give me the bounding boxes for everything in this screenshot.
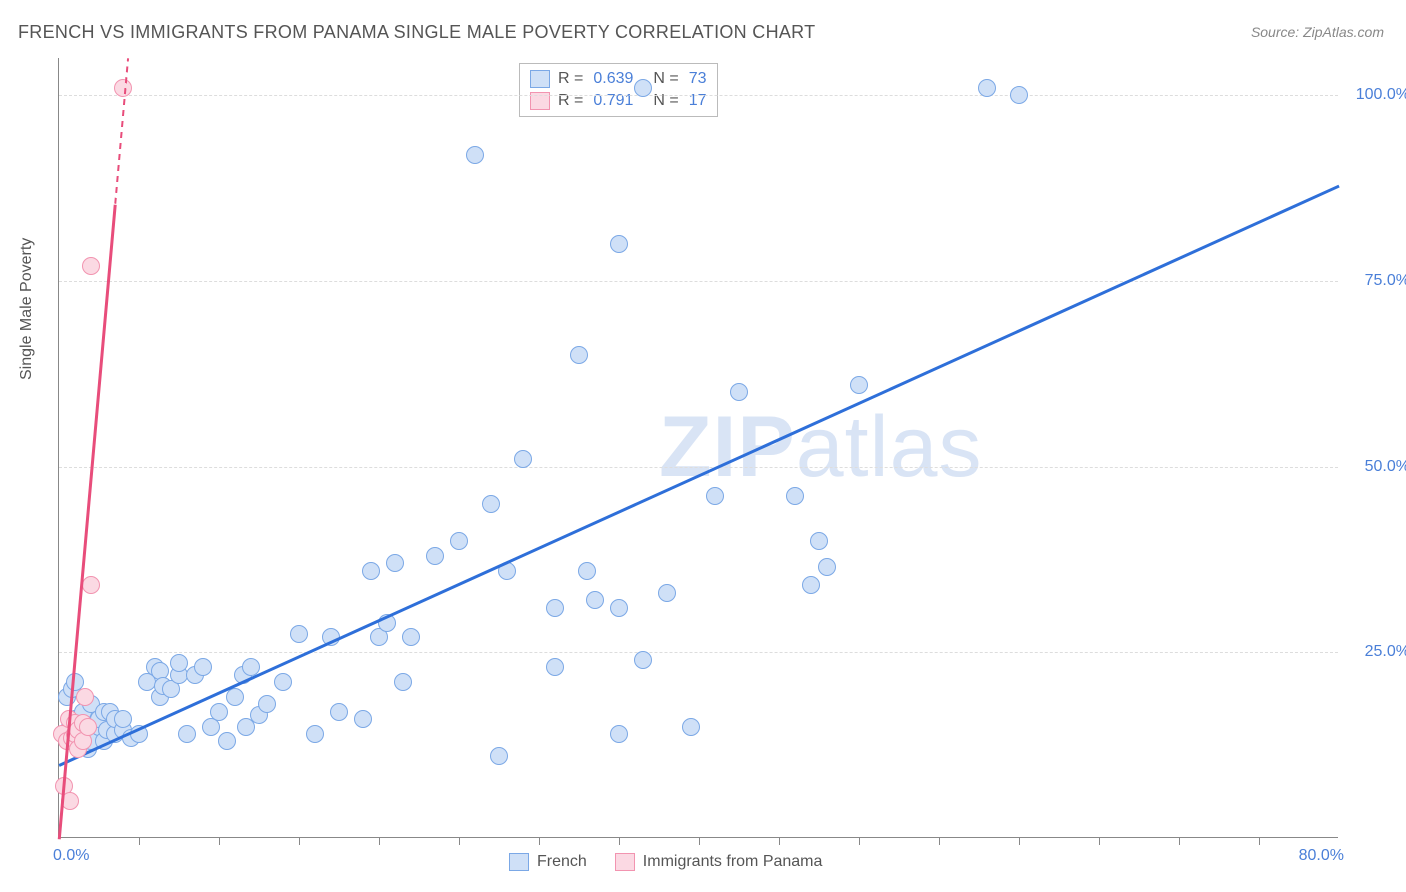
chart-container: FRENCH VS IMMIGRANTS FROM PANAMA SINGLE … [0,0,1406,892]
scatter-point [170,654,188,672]
legend-item-label: Immigrants from Panama [643,853,823,871]
trend-line [58,184,1339,766]
gridline [59,652,1338,653]
scatter-point [354,710,372,728]
watermark: ZIPatlas [659,398,982,497]
watermark-light: atlas [796,399,983,495]
scatter-point [226,688,244,706]
scatter-point [330,703,348,721]
scatter-point [634,651,652,669]
x-tick [619,837,620,845]
x-tick [1019,837,1020,845]
scatter-point [114,710,132,728]
legend-row: R =0.791N =17 [530,90,707,112]
scatter-point [82,257,100,275]
scatter-point [578,562,596,580]
legend-r-value: 0.639 [593,70,633,88]
scatter-point [810,532,828,550]
x-tick [539,837,540,845]
scatter-point [730,383,748,401]
chart-title: FRENCH VS IMMIGRANTS FROM PANAMA SINGLE … [18,22,815,43]
scatter-point [818,558,836,576]
x-tick [699,837,700,845]
scatter-point [210,703,228,721]
legend-item: French [509,853,587,871]
legend-item-label: French [537,853,587,871]
x-tick [859,837,860,845]
scatter-point [386,554,404,572]
x-tick [379,837,380,845]
plot-area: ZIPatlas R =0.639N =73R =0.791N =17 Fren… [58,58,1338,838]
scatter-point [610,599,628,617]
legend-correlation: R = 0.639 N = 73 R =0.791N =17 [519,63,718,117]
gridline [59,95,1338,96]
scatter-point [546,599,564,617]
scatter-point [610,235,628,253]
gridline [59,281,1338,282]
y-tick-label: 100.0% [1356,86,1406,104]
legend-n-label: N = [653,70,678,88]
scatter-point [658,584,676,602]
scatter-point [570,346,588,364]
scatter-point [394,673,412,691]
gridline [59,467,1338,468]
legend-swatch [615,853,635,871]
scatter-point [706,487,724,505]
legend-swatch [509,853,529,871]
scatter-point [178,725,196,743]
legend-series: French Immigrants from Panama [509,853,822,871]
scatter-point [218,732,236,750]
scatter-point [258,695,276,713]
source-attribution: Source: ZipAtlas.com [1251,24,1384,40]
y-tick-label: 25.0% [1365,643,1406,661]
y-tick-label: 50.0% [1365,458,1406,476]
x-tick [779,837,780,845]
x-tick [1179,837,1180,845]
scatter-point [546,658,564,676]
scatter-point [482,495,500,513]
scatter-point [978,79,996,97]
scatter-point [79,718,97,736]
scatter-point [682,718,700,736]
x-tick-end: 80.0% [1299,847,1344,865]
scatter-point [850,376,868,394]
legend-swatch [530,70,550,88]
x-tick [139,837,140,845]
legend-item: Immigrants from Panama [615,853,823,871]
scatter-point [450,532,468,550]
scatter-point [194,658,212,676]
scatter-point [466,146,484,164]
scatter-point [306,725,324,743]
x-tick [299,837,300,845]
x-tick [1099,837,1100,845]
scatter-point [610,725,628,743]
watermark-bold: ZIP [659,399,796,495]
scatter-point [634,79,652,97]
scatter-point [290,625,308,643]
legend-n-value: 73 [689,70,707,88]
scatter-point [362,562,380,580]
scatter-point [426,547,444,565]
scatter-point [786,487,804,505]
y-axis-label: Single Male Poverty [18,238,36,380]
y-tick-label: 75.0% [1365,272,1406,290]
scatter-point [514,450,532,468]
x-tick [1259,837,1260,845]
legend-r-label: R = [558,70,583,88]
x-tick-origin: 0.0% [53,847,89,865]
scatter-point [402,628,420,646]
scatter-point [1010,86,1028,104]
legend-row: R = 0.639 N = 73 [530,68,707,90]
scatter-point [490,747,508,765]
scatter-point [802,576,820,594]
x-tick [459,837,460,845]
x-tick [219,837,220,845]
scatter-point [82,576,100,594]
scatter-point [274,673,292,691]
scatter-point [76,688,94,706]
x-tick [939,837,940,845]
scatter-point [586,591,604,609]
